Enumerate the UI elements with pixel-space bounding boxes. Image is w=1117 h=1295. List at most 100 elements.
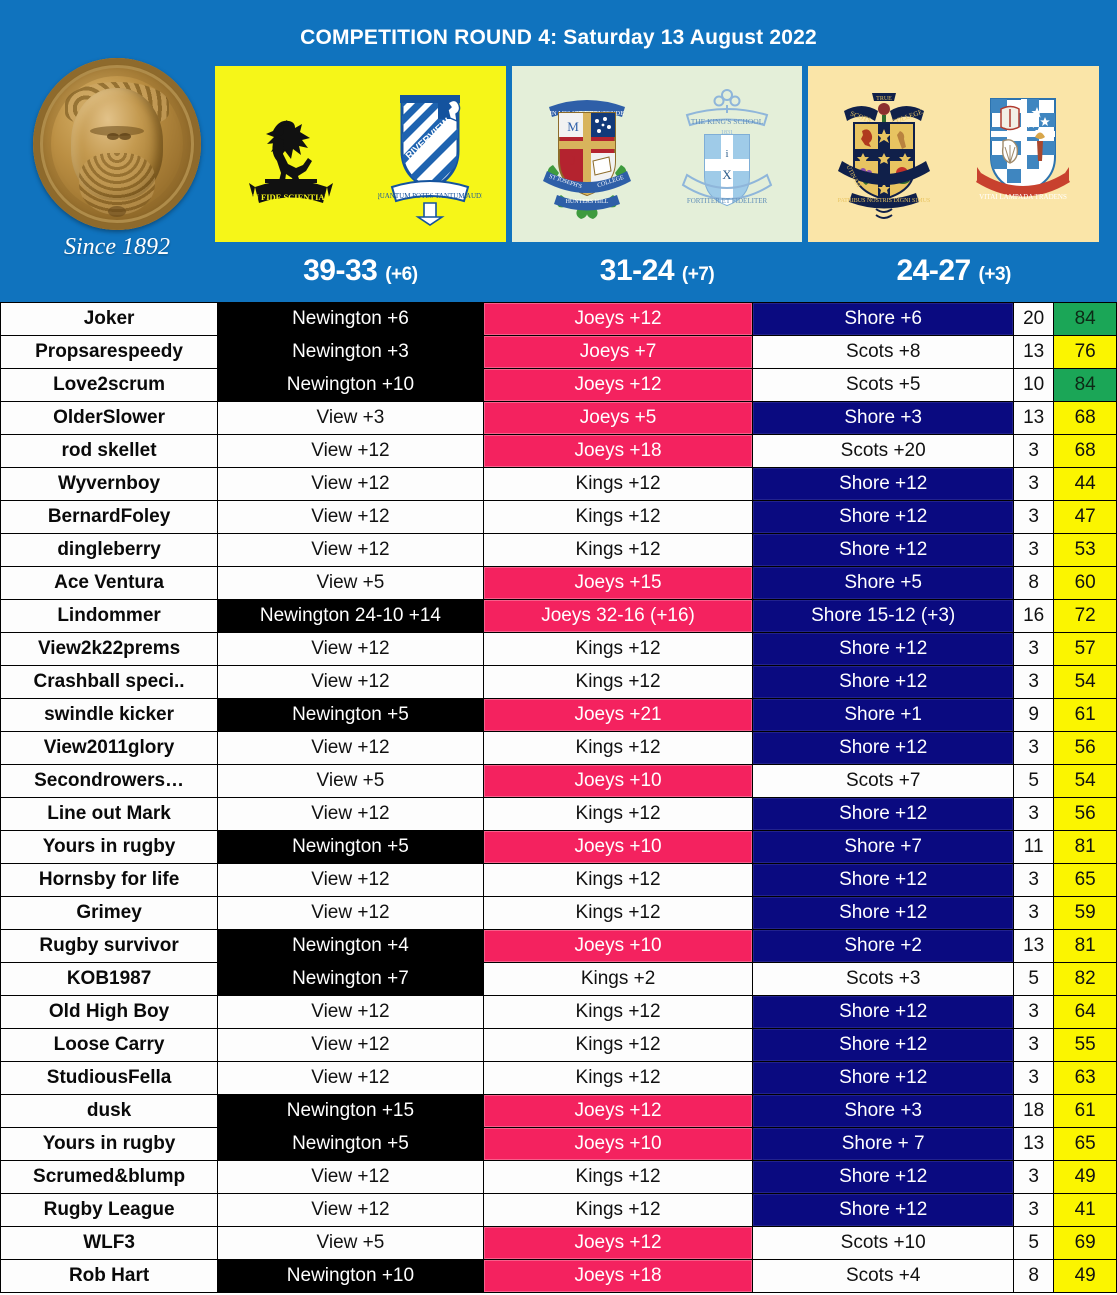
tip-cell-game-2[interactable]: Kings +12 (482, 1061, 754, 1095)
tip-cell-game-1[interactable]: View +5 (217, 566, 484, 600)
tip-cell-game-1[interactable]: View +12 (217, 731, 484, 765)
tip-cell-game-1[interactable]: Newington +5 (217, 698, 484, 732)
tip-cell-game-3[interactable]: Scots +10 (752, 1226, 1014, 1260)
tip-cell-game-1[interactable]: View +12 (217, 1160, 484, 1194)
tip-cell-game-3[interactable]: Shore +12 (752, 1193, 1014, 1227)
tip-cell-game-2[interactable]: Kings +12 (482, 533, 754, 567)
tip-cell-game-3[interactable]: Shore +6 (752, 302, 1014, 336)
tip-cell-game-2[interactable]: Kings +12 (482, 731, 754, 765)
tip-cell-game-3[interactable]: Shore +3 (752, 401, 1014, 435)
tip-cell-game-2[interactable]: Joeys +10 (482, 929, 754, 963)
tip-cell-game-2[interactable]: Joeys +12 (482, 1226, 754, 1260)
tip-cell-game-1[interactable]: Newington +10 (217, 1259, 484, 1293)
tip-cell-game-3[interactable]: Shore +12 (752, 863, 1014, 897)
tip-cell-game-3[interactable]: Scots +4 (752, 1259, 1014, 1293)
tip-cell-game-1[interactable]: View +12 (217, 995, 484, 1029)
tip-cell-game-3[interactable]: Shore +12 (752, 500, 1014, 534)
total-points: 81 (1053, 929, 1117, 963)
tip-cell-game-3[interactable]: Shore +12 (752, 533, 1014, 567)
tip-cell-game-3[interactable]: Scots +8 (752, 335, 1014, 369)
tip-cell-game-1[interactable]: View +12 (217, 863, 484, 897)
tip-cell-game-2[interactable]: Joeys +10 (482, 1127, 754, 1161)
tip-cell-game-1[interactable]: View +3 (217, 401, 484, 435)
tip-cell-game-3[interactable]: Shore +5 (752, 566, 1014, 600)
tip-cell-game-2[interactable]: Joeys +10 (482, 830, 754, 864)
tip-cell-game-1[interactable]: Newington 24-10 +14 (217, 599, 484, 633)
tip-cell-game-3[interactable]: Scots +7 (752, 764, 1014, 798)
tip-cell-game-1[interactable]: View +5 (217, 764, 484, 798)
tip-cell-game-1[interactable]: View +12 (217, 500, 484, 534)
tip-cell-game-3[interactable]: Shore +12 (752, 632, 1014, 666)
tip-cell-game-1[interactable]: Newington +3 (217, 335, 484, 369)
tip-cell-game-3[interactable]: Shore 15-12 (+3) (752, 599, 1014, 633)
tip-cell-game-3[interactable]: Shore +3 (752, 1094, 1014, 1128)
tip-cell-game-1[interactable]: View +12 (217, 467, 484, 501)
tip-cell-game-2[interactable]: Kings +12 (482, 995, 754, 1029)
tip-cell-game-3[interactable]: Shore +12 (752, 1160, 1014, 1194)
table-row: Scrumed&blump View +12 Kings +12 Shore +12 3… (0, 1160, 1117, 1194)
tip-cell-game-1[interactable]: View +12 (217, 665, 484, 699)
tip-cell-game-2[interactable]: Joeys +12 (482, 302, 754, 336)
tip-cell-game-2[interactable]: Joeys +15 (482, 566, 754, 600)
table-row: Hornsby for life View +12 Kings +12 Shore +… (0, 863, 1117, 897)
tip-cell-game-1[interactable]: View +12 (217, 1193, 484, 1227)
tip-cell-game-2[interactable]: Kings +12 (482, 1028, 754, 1062)
tip-cell-game-1[interactable]: View +12 (217, 797, 484, 831)
tip-cell-game-2[interactable]: Kings +12 (482, 467, 754, 501)
tip-cell-game-2[interactable]: Kings +12 (482, 632, 754, 666)
tip-cell-game-3[interactable]: Scots +3 (752, 962, 1014, 996)
player-name: View2011glory (0, 731, 219, 765)
tip-cell-game-2[interactable]: Kings +12 (482, 797, 754, 831)
tip-cell-game-3[interactable]: Shore +12 (752, 1028, 1014, 1062)
tip-cell-game-1[interactable]: View +12 (217, 896, 484, 930)
tip-cell-game-2[interactable]: Kings +12 (482, 665, 754, 699)
tip-cell-game-2[interactable]: Joeys +21 (482, 698, 754, 732)
tip-cell-game-3[interactable]: Shore +7 (752, 830, 1014, 864)
tip-cell-game-2[interactable]: Kings +2 (482, 962, 754, 996)
tips-table-body: Joker Newington +6 Joeys +12 Shore +6 20 84 Pr… (0, 302, 1117, 1293)
match-3-score-line: 24-27 (+3) (808, 254, 1099, 288)
tip-cell-game-3[interactable]: Shore + 7 (752, 1127, 1014, 1161)
tip-cell-game-2[interactable]: Joeys +18 (482, 434, 754, 468)
tip-cell-game-2[interactable]: Joeys +12 (482, 1094, 754, 1128)
tip-cell-game-2[interactable]: Joeys +18 (482, 1259, 754, 1293)
tip-cell-game-3[interactable]: Shore +12 (752, 467, 1014, 501)
tip-cell-game-1[interactable]: Newington +15 (217, 1094, 484, 1128)
tip-cell-game-2[interactable]: Kings +12 (482, 500, 754, 534)
tip-cell-game-1[interactable]: View +12 (217, 1028, 484, 1062)
tip-cell-game-3[interactable]: Shore +12 (752, 797, 1014, 831)
tip-cell-game-2[interactable]: Kings +12 (482, 1193, 754, 1227)
tip-cell-game-1[interactable]: View +12 (217, 434, 484, 468)
tip-cell-game-2[interactable]: Joeys +5 (482, 401, 754, 435)
tip-cell-game-3[interactable]: Shore +12 (752, 731, 1014, 765)
table-row: Grimey View +12 Kings +12 Shore +12 3 59 (0, 896, 1117, 930)
tip-cell-game-2[interactable]: Kings +12 (482, 1160, 754, 1194)
round-points: 3 (1012, 896, 1055, 930)
tip-cell-game-2[interactable]: Joeys +7 (482, 335, 754, 369)
tip-cell-game-3[interactable]: Shore +12 (752, 1061, 1014, 1095)
tip-cell-game-3[interactable]: Shore +2 (752, 929, 1014, 963)
tip-cell-game-3[interactable]: Scots +5 (752, 368, 1014, 402)
tip-cell-game-1[interactable]: View +12 (217, 632, 484, 666)
tip-cell-game-1[interactable]: Newington +7 (217, 962, 484, 996)
tip-cell-game-3[interactable]: Shore +1 (752, 698, 1014, 732)
tip-cell-game-1[interactable]: Newington +4 (217, 929, 484, 963)
tip-cell-game-3[interactable]: Scots +20 (752, 434, 1014, 468)
tip-cell-game-3[interactable]: Shore +12 (752, 665, 1014, 699)
tip-cell-game-1[interactable]: Newington +6 (217, 302, 484, 336)
tip-cell-game-1[interactable]: Newington +5 (217, 1127, 484, 1161)
tip-cell-game-2[interactable]: Joeys 32-16 (+16) (482, 599, 754, 633)
tip-cell-game-3[interactable]: Shore +12 (752, 995, 1014, 1029)
total-points: 84 (1053, 302, 1117, 336)
tip-cell-game-3[interactable]: Shore +12 (752, 896, 1014, 930)
tip-cell-game-2[interactable]: Joeys +10 (482, 764, 754, 798)
tip-cell-game-1[interactable]: Newington +10 (217, 368, 484, 402)
tip-cell-game-1[interactable]: Newington +5 (217, 830, 484, 864)
tip-cell-game-1[interactable]: View +12 (217, 533, 484, 567)
tip-cell-game-2[interactable]: Joeys +12 (482, 368, 754, 402)
tip-cell-game-1[interactable]: View +5 (217, 1226, 484, 1260)
tip-cell-game-2[interactable]: Kings +12 (482, 896, 754, 930)
tip-cell-game-1[interactable]: View +12 (217, 1061, 484, 1095)
tip-cell-game-2[interactable]: Kings +12 (482, 863, 754, 897)
medallion-beard (79, 152, 155, 215)
